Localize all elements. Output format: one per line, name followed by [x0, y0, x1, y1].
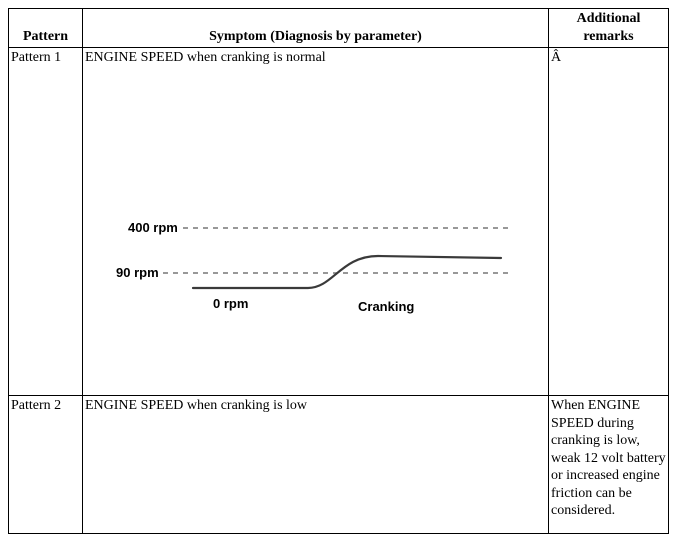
table-row: Pattern 2 ENGINE SPEED when cranking is … [9, 396, 669, 534]
label-cranking: Cranking [358, 299, 414, 315]
header-pattern: Pattern [9, 9, 83, 48]
symptom-title-2: ENGINE SPEED when cranking is low [85, 398, 307, 413]
cell-pattern-1: Pattern 1 [9, 48, 83, 396]
cell-symptom-1: ENGINE SPEED when cranking is normal 400… [83, 48, 549, 396]
header-remarks: Additional remarks [549, 9, 669, 48]
table-row: Pattern 1 ENGINE SPEED when cranking is … [9, 48, 669, 396]
rpm-chart: 400 rpm 90 rpm 0 rpm Cranking [83, 48, 545, 392]
label-400rpm: 400 rpm [128, 220, 178, 236]
header-symptom: Symptom (Diagnosis by parameter) [83, 9, 549, 48]
header-row: Pattern Symptom (Diagnosis by parameter)… [9, 9, 669, 48]
cell-pattern-2: Pattern 2 [9, 396, 83, 534]
cell-remarks-2: When ENGINE SPEED during cranking is low… [549, 396, 669, 534]
cell-remarks-1: Â [549, 48, 669, 396]
diagnosis-table: Pattern Symptom (Diagnosis by parameter)… [8, 8, 669, 534]
cell-symptom-2: ENGINE SPEED when cranking is low [83, 396, 549, 534]
rpm-curve [193, 256, 501, 288]
label-0rpm: 0 rpm [213, 296, 248, 312]
label-90rpm: 90 rpm [116, 265, 159, 281]
